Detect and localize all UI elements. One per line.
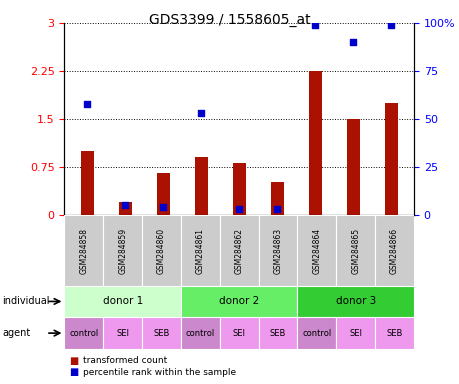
Text: control: control <box>69 329 98 338</box>
Text: GSM284859: GSM284859 <box>118 227 127 274</box>
Text: donor 2: donor 2 <box>218 296 259 306</box>
Bar <box>180 286 297 317</box>
Bar <box>336 215 375 286</box>
Bar <box>80 151 94 215</box>
Bar <box>103 215 142 286</box>
Bar <box>156 174 169 215</box>
Text: SEI: SEI <box>348 329 361 338</box>
Point <box>349 39 356 45</box>
Point <box>121 202 129 209</box>
Text: GSM284865: GSM284865 <box>351 227 359 274</box>
Bar <box>142 317 180 349</box>
Bar <box>258 215 297 286</box>
Bar <box>375 317 413 349</box>
Text: ■: ■ <box>69 356 78 366</box>
Text: control: control <box>302 329 331 338</box>
Point <box>197 110 204 116</box>
Bar <box>103 317 142 349</box>
Bar <box>384 103 397 215</box>
Text: SEB: SEB <box>269 329 285 338</box>
Point <box>159 204 167 210</box>
Point <box>235 206 242 212</box>
Text: GDS3399 / 1558605_at: GDS3399 / 1558605_at <box>149 13 310 27</box>
Bar <box>180 317 219 349</box>
Bar <box>219 215 258 286</box>
Bar <box>194 157 207 215</box>
Text: SEB: SEB <box>153 329 169 338</box>
Bar <box>346 119 359 215</box>
Bar <box>297 286 413 317</box>
Point <box>386 22 394 28</box>
Text: donor 1: donor 1 <box>102 296 142 306</box>
Bar <box>64 286 180 317</box>
Bar <box>64 317 103 349</box>
Bar <box>64 215 103 286</box>
Text: control: control <box>185 329 214 338</box>
Point <box>84 101 91 107</box>
Text: GSM284864: GSM284864 <box>312 227 321 274</box>
Bar <box>219 317 258 349</box>
Text: individual: individual <box>2 296 50 306</box>
Text: GSM284858: GSM284858 <box>79 228 88 273</box>
Bar <box>270 182 283 215</box>
Text: SEB: SEB <box>386 329 402 338</box>
Text: percentile rank within the sample: percentile rank within the sample <box>83 368 235 377</box>
Text: transformed count: transformed count <box>83 356 167 366</box>
Point <box>273 206 280 212</box>
Text: SEI: SEI <box>116 329 129 338</box>
Text: ■: ■ <box>69 367 78 377</box>
Bar <box>258 317 297 349</box>
Text: GSM284862: GSM284862 <box>234 228 243 273</box>
Bar <box>308 71 321 215</box>
Text: GSM284863: GSM284863 <box>273 227 282 274</box>
Bar <box>297 215 336 286</box>
Text: GSM284860: GSM284860 <box>157 227 166 274</box>
Bar <box>142 215 180 286</box>
Text: GSM284866: GSM284866 <box>389 227 398 274</box>
Bar <box>118 202 132 215</box>
Text: donor 3: donor 3 <box>335 296 375 306</box>
Bar <box>336 317 375 349</box>
Point <box>311 22 318 28</box>
Text: GSM284861: GSM284861 <box>196 228 204 273</box>
Bar <box>297 317 336 349</box>
Text: agent: agent <box>2 328 30 338</box>
Text: SEI: SEI <box>232 329 245 338</box>
Bar <box>375 215 413 286</box>
Bar <box>232 162 245 215</box>
Bar <box>180 215 219 286</box>
